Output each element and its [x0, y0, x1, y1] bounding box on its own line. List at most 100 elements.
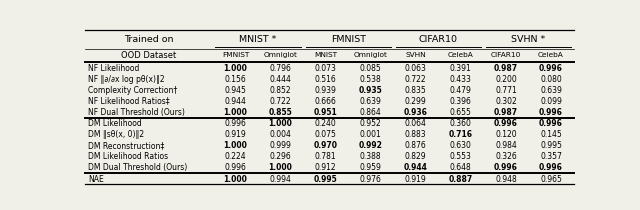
Text: 0.996: 0.996	[539, 163, 563, 172]
Text: 0.987: 0.987	[494, 108, 518, 117]
Text: 0.479: 0.479	[450, 85, 472, 94]
Text: 0.987: 0.987	[494, 64, 518, 72]
Text: MNIST *: MNIST *	[239, 35, 276, 44]
Text: 0.630: 0.630	[450, 141, 472, 150]
Text: Omniglot: Omniglot	[264, 52, 298, 58]
Text: 1.000: 1.000	[223, 64, 248, 72]
Text: CelebA: CelebA	[448, 52, 474, 58]
Text: NF Likelihood: NF Likelihood	[88, 64, 140, 72]
Text: 0.444: 0.444	[269, 75, 291, 84]
Text: 0.996: 0.996	[539, 119, 563, 128]
Text: DM Likelihood: DM Likelihood	[88, 119, 141, 128]
Text: 0.716: 0.716	[449, 130, 473, 139]
Text: NF Dual Threshold (Ours): NF Dual Threshold (Ours)	[88, 108, 185, 117]
Text: 0.001: 0.001	[360, 130, 381, 139]
Text: 0.952: 0.952	[360, 119, 381, 128]
Text: 0.994: 0.994	[269, 175, 291, 184]
Text: 0.992: 0.992	[359, 141, 383, 150]
Text: CIFAR10: CIFAR10	[491, 52, 521, 58]
Text: 0.996: 0.996	[539, 64, 563, 72]
Text: 0.939: 0.939	[315, 85, 337, 94]
Text: 0.919: 0.919	[225, 130, 246, 139]
Text: 0.326: 0.326	[495, 152, 516, 161]
Text: 0.948: 0.948	[495, 175, 516, 184]
Text: 0.722: 0.722	[405, 75, 427, 84]
Text: 0.976: 0.976	[360, 175, 381, 184]
Text: 0.999: 0.999	[269, 141, 291, 150]
Text: 0.120: 0.120	[495, 130, 516, 139]
Text: 0.538: 0.538	[360, 75, 381, 84]
Text: 0.919: 0.919	[405, 175, 427, 184]
Text: 1.000: 1.000	[269, 119, 292, 128]
Text: 0.391: 0.391	[450, 64, 472, 72]
Text: 0.984: 0.984	[495, 141, 516, 150]
Text: 0.648: 0.648	[450, 163, 472, 172]
Text: 0.944: 0.944	[404, 163, 428, 172]
Text: DM ‖sθ(x, 0)‖2: DM ‖sθ(x, 0)‖2	[88, 130, 144, 139]
Text: Trained on: Trained on	[124, 35, 173, 44]
Text: 0.883: 0.883	[405, 130, 427, 139]
Text: 0.852: 0.852	[269, 85, 291, 94]
Text: 0.666: 0.666	[315, 97, 337, 106]
Text: 0.639: 0.639	[540, 85, 562, 94]
Text: 0.302: 0.302	[495, 97, 516, 106]
Text: DM Reconstruction‡: DM Reconstruction‡	[88, 141, 164, 150]
Text: 0.996: 0.996	[494, 119, 518, 128]
Text: 0.996: 0.996	[494, 163, 518, 172]
Text: NAE: NAE	[88, 175, 104, 184]
Text: 0.360: 0.360	[450, 119, 472, 128]
Text: 0.075: 0.075	[315, 130, 337, 139]
Text: 0.240: 0.240	[315, 119, 337, 128]
Text: 0.156: 0.156	[225, 75, 246, 84]
Text: 0.959: 0.959	[360, 163, 381, 172]
Text: 0.080: 0.080	[540, 75, 562, 84]
Text: 0.912: 0.912	[315, 163, 337, 172]
Text: NF ‖∂/∂x log pθ(x)‖2: NF ‖∂/∂x log pθ(x)‖2	[88, 75, 164, 84]
Text: 0.004: 0.004	[269, 130, 291, 139]
Text: 0.995: 0.995	[314, 175, 337, 184]
Text: 0.945: 0.945	[225, 85, 246, 94]
Text: Complexity Correction†: Complexity Correction†	[88, 85, 177, 94]
Text: 0.553: 0.553	[450, 152, 472, 161]
Text: 1.000: 1.000	[223, 108, 248, 117]
Text: 0.855: 0.855	[269, 108, 292, 117]
Text: Omniglot: Omniglot	[354, 52, 388, 58]
Text: MNIST: MNIST	[314, 52, 337, 58]
Text: 0.970: 0.970	[314, 141, 338, 150]
Text: 0.965: 0.965	[540, 175, 562, 184]
Text: 0.064: 0.064	[405, 119, 427, 128]
Text: 0.935: 0.935	[359, 85, 383, 94]
Text: CIFAR10: CIFAR10	[419, 35, 458, 44]
Text: 0.655: 0.655	[450, 108, 472, 117]
Text: 0.433: 0.433	[450, 75, 472, 84]
Text: 0.829: 0.829	[405, 152, 427, 161]
Text: 0.876: 0.876	[405, 141, 427, 150]
Text: 0.296: 0.296	[269, 152, 291, 161]
Text: 0.073: 0.073	[315, 64, 337, 72]
Text: DM Dual Threshold (Ours): DM Dual Threshold (Ours)	[88, 163, 187, 172]
Text: 0.224: 0.224	[225, 152, 246, 161]
Text: 0.887: 0.887	[449, 175, 473, 184]
Text: 0.200: 0.200	[495, 75, 516, 84]
Text: CelebA: CelebA	[538, 52, 564, 58]
Text: 0.516: 0.516	[315, 75, 337, 84]
Text: 1.000: 1.000	[223, 175, 248, 184]
Text: 0.063: 0.063	[405, 64, 427, 72]
Text: 0.396: 0.396	[450, 97, 472, 106]
Text: 0.099: 0.099	[540, 97, 562, 106]
Text: 0.996: 0.996	[225, 163, 246, 172]
Text: 0.145: 0.145	[540, 130, 562, 139]
Text: 0.781: 0.781	[315, 152, 337, 161]
Text: 0.299: 0.299	[405, 97, 427, 106]
Text: 0.835: 0.835	[405, 85, 427, 94]
Text: 0.639: 0.639	[360, 97, 381, 106]
Text: 0.996: 0.996	[539, 108, 563, 117]
Text: OOD Dataset: OOD Dataset	[122, 51, 177, 60]
Text: 0.936: 0.936	[404, 108, 428, 117]
Text: FMNIST: FMNIST	[331, 35, 365, 44]
Text: 0.951: 0.951	[314, 108, 337, 117]
Text: 0.722: 0.722	[269, 97, 291, 106]
Text: 1.000: 1.000	[223, 141, 248, 150]
Text: 0.085: 0.085	[360, 64, 381, 72]
Text: FMNIST: FMNIST	[222, 52, 249, 58]
